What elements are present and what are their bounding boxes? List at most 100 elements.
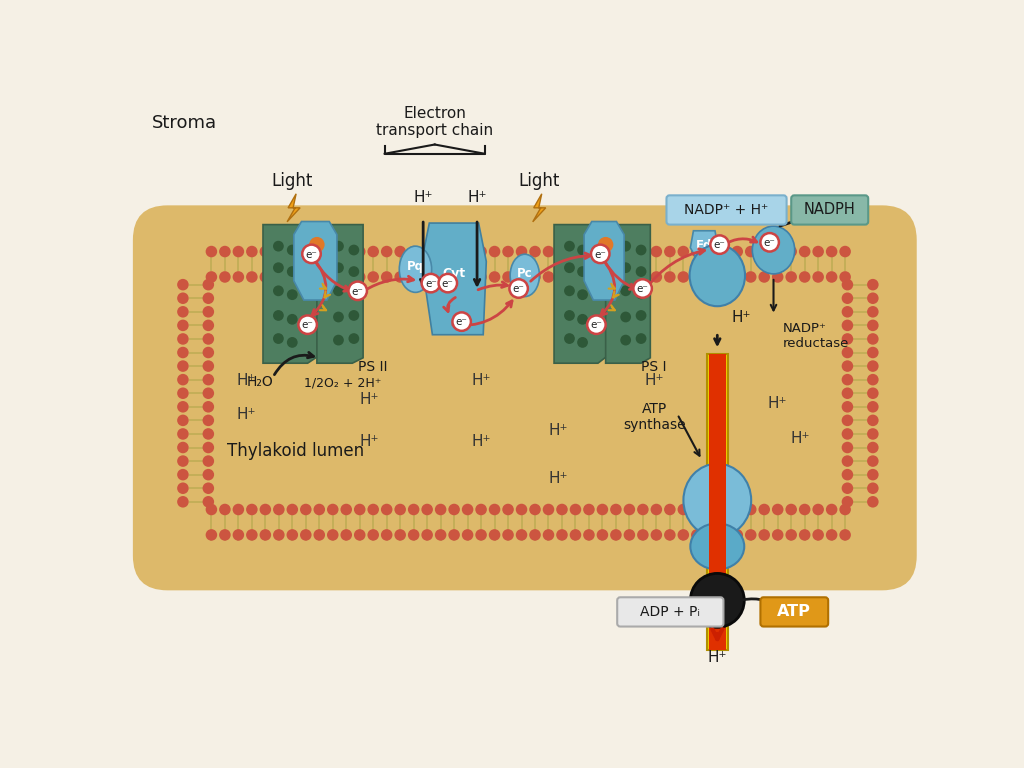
Circle shape <box>408 504 420 515</box>
Circle shape <box>300 504 311 515</box>
Circle shape <box>583 504 595 515</box>
Circle shape <box>408 246 420 257</box>
Text: H⁺: H⁺ <box>548 423 567 438</box>
Circle shape <box>340 529 352 541</box>
Circle shape <box>516 246 527 257</box>
Circle shape <box>203 429 214 440</box>
Circle shape <box>867 387 879 399</box>
Circle shape <box>287 314 298 325</box>
Ellipse shape <box>510 254 540 296</box>
Circle shape <box>772 529 783 541</box>
Text: ADP + Pᵢ: ADP + Pᵢ <box>640 605 700 619</box>
Circle shape <box>354 529 366 541</box>
Circle shape <box>664 504 676 515</box>
Circle shape <box>203 319 214 331</box>
Circle shape <box>327 529 339 541</box>
Text: e⁻: e⁻ <box>637 284 648 294</box>
Circle shape <box>206 529 217 541</box>
Circle shape <box>203 387 214 399</box>
Text: e⁻: e⁻ <box>456 317 468 327</box>
Circle shape <box>203 279 214 290</box>
Circle shape <box>691 529 702 541</box>
Circle shape <box>842 469 853 481</box>
FancyBboxPatch shape <box>133 205 916 591</box>
Circle shape <box>232 246 244 257</box>
Circle shape <box>569 504 582 515</box>
Circle shape <box>867 442 879 453</box>
Circle shape <box>867 293 879 304</box>
Circle shape <box>435 246 446 257</box>
Circle shape <box>637 529 648 541</box>
Circle shape <box>842 415 853 426</box>
Circle shape <box>543 529 554 541</box>
Text: Stroma: Stroma <box>153 114 217 132</box>
Circle shape <box>556 504 567 515</box>
Circle shape <box>842 319 853 331</box>
Text: H⁺: H⁺ <box>359 435 379 449</box>
Text: e⁻: e⁻ <box>513 284 524 294</box>
Circle shape <box>759 504 770 515</box>
Circle shape <box>203 401 214 412</box>
Circle shape <box>488 529 501 541</box>
Circle shape <box>177 482 188 494</box>
Circle shape <box>591 243 602 253</box>
Circle shape <box>313 504 325 515</box>
Circle shape <box>842 346 853 359</box>
Circle shape <box>731 529 743 541</box>
Circle shape <box>731 271 743 283</box>
Circle shape <box>867 482 879 494</box>
Circle shape <box>206 246 217 257</box>
Text: Light: Light <box>518 172 559 190</box>
Circle shape <box>348 266 359 277</box>
Circle shape <box>475 529 486 541</box>
Circle shape <box>177 346 188 359</box>
Circle shape <box>664 271 676 283</box>
Circle shape <box>664 246 676 257</box>
Text: e⁻: e⁻ <box>352 286 364 296</box>
Circle shape <box>759 246 770 257</box>
Circle shape <box>206 271 217 283</box>
Circle shape <box>435 529 446 541</box>
Circle shape <box>624 246 635 257</box>
Text: H⁺: H⁺ <box>471 435 490 449</box>
Text: PS II: PS II <box>357 360 387 374</box>
Circle shape <box>578 266 588 277</box>
Circle shape <box>381 246 392 257</box>
Circle shape <box>475 271 486 283</box>
Text: Pq: Pq <box>407 260 424 273</box>
Circle shape <box>842 401 853 412</box>
Text: NADPH: NADPH <box>804 203 856 217</box>
Polygon shape <box>690 230 718 262</box>
Circle shape <box>516 271 527 283</box>
Circle shape <box>867 429 879 440</box>
Circle shape <box>319 245 330 256</box>
Circle shape <box>564 241 574 252</box>
Circle shape <box>449 529 460 541</box>
Circle shape <box>842 496 853 508</box>
Text: e⁻: e⁻ <box>764 238 775 248</box>
Text: NADP⁺
reductase: NADP⁺ reductase <box>782 322 849 349</box>
Text: H⁺: H⁺ <box>237 407 256 422</box>
Circle shape <box>394 529 406 541</box>
Circle shape <box>333 335 344 346</box>
Circle shape <box>327 504 339 515</box>
Circle shape <box>799 246 810 257</box>
FancyBboxPatch shape <box>667 195 786 224</box>
Circle shape <box>650 504 663 515</box>
Circle shape <box>421 504 433 515</box>
Circle shape <box>273 504 285 515</box>
Circle shape <box>705 504 716 515</box>
FancyBboxPatch shape <box>761 598 828 627</box>
Circle shape <box>564 333 574 344</box>
Circle shape <box>842 306 853 318</box>
Circle shape <box>842 333 853 345</box>
Circle shape <box>718 271 729 283</box>
Circle shape <box>650 271 663 283</box>
Circle shape <box>840 246 851 257</box>
Circle shape <box>745 271 757 283</box>
Circle shape <box>583 529 595 541</box>
Circle shape <box>842 482 853 494</box>
Circle shape <box>287 504 298 515</box>
Circle shape <box>840 271 851 283</box>
Circle shape <box>394 504 406 515</box>
